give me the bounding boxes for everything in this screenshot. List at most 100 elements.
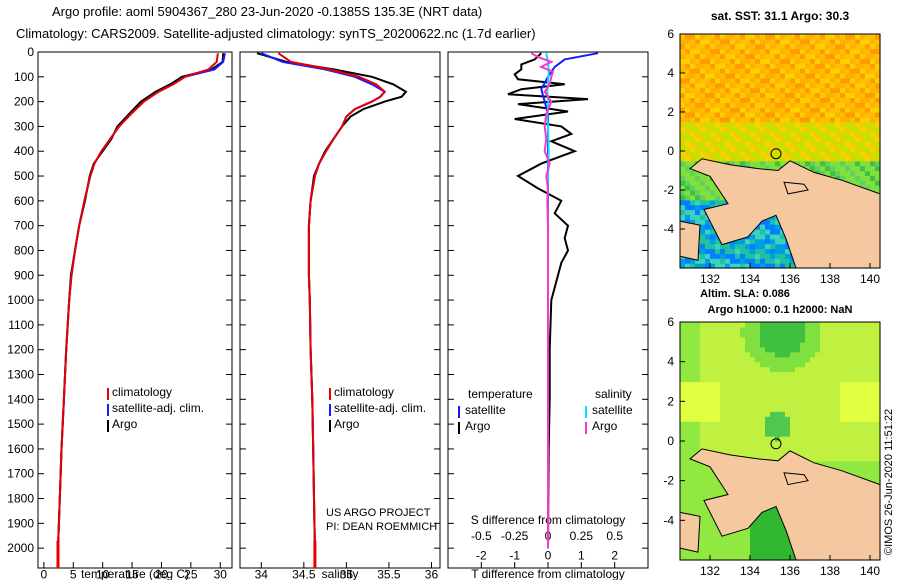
map-cell xyxy=(700,470,706,477)
map-cell xyxy=(770,258,776,264)
map-cell xyxy=(820,371,826,378)
map-cell xyxy=(860,445,866,452)
map-cell xyxy=(705,136,711,142)
map-cell xyxy=(845,121,851,128)
map-cell xyxy=(690,73,696,79)
map-cell xyxy=(815,43,821,50)
map-cell xyxy=(775,545,781,551)
map-cell xyxy=(745,238,751,245)
map-cell xyxy=(755,97,761,103)
map-cell xyxy=(715,490,721,497)
legend-label: satellite xyxy=(592,403,633,417)
series-line xyxy=(57,53,219,549)
map-cell xyxy=(870,131,876,137)
map-cell xyxy=(690,426,696,432)
map-cell xyxy=(755,263,761,269)
map-cell xyxy=(795,141,801,147)
map-cell xyxy=(705,194,711,201)
map-y-tick-label: 4 xyxy=(667,66,674,80)
map-cell xyxy=(800,361,806,368)
map-cell xyxy=(685,361,691,368)
map-cell xyxy=(710,436,716,442)
map-cell xyxy=(840,455,846,462)
map-cell xyxy=(755,238,761,245)
map-cell xyxy=(870,445,876,452)
map-cell xyxy=(710,229,716,235)
map-cell xyxy=(735,87,741,94)
map-cell xyxy=(755,112,761,118)
map-cell xyxy=(865,322,871,328)
map-cell xyxy=(845,421,851,427)
map-cell xyxy=(735,445,741,452)
map-cell xyxy=(870,421,876,427)
map-cell xyxy=(710,416,716,422)
map-cell xyxy=(865,170,871,176)
map-cell xyxy=(685,436,691,442)
map-cell xyxy=(730,431,736,437)
map-cell xyxy=(720,421,726,427)
map-cell xyxy=(695,38,701,45)
map-cell xyxy=(710,92,716,98)
map-cell xyxy=(720,550,726,556)
map-cell xyxy=(760,421,766,427)
map-cell xyxy=(720,43,726,50)
map-cell xyxy=(680,555,686,561)
y-tick-label: 200 xyxy=(14,95,34,109)
x-axis-label: salinity xyxy=(322,567,359,580)
map-cell xyxy=(750,233,756,240)
map-cell xyxy=(820,151,826,157)
map-cell xyxy=(785,48,791,55)
map-cell xyxy=(865,341,871,348)
map-cell xyxy=(725,341,731,348)
map-cell xyxy=(815,421,821,427)
map-cell xyxy=(680,331,686,338)
map-cell xyxy=(775,391,781,397)
map-cell xyxy=(730,112,736,118)
map-cell xyxy=(720,151,726,157)
map-cell xyxy=(735,243,741,250)
map-cell xyxy=(740,396,746,402)
map-cell xyxy=(830,396,836,402)
map-cell xyxy=(705,190,711,196)
map-cell xyxy=(765,411,771,417)
map-cell xyxy=(695,204,701,211)
map-cell xyxy=(810,160,816,167)
map-cell xyxy=(715,356,721,363)
map-cell xyxy=(855,431,861,437)
map-cell xyxy=(830,170,836,176)
map-cell xyxy=(805,121,811,128)
map-cell xyxy=(695,180,701,186)
map-cell xyxy=(705,53,711,59)
map-cell xyxy=(770,441,776,447)
map-cell xyxy=(730,550,736,556)
map-cell xyxy=(715,253,721,259)
map-cell xyxy=(750,151,756,157)
map-cell xyxy=(870,121,876,128)
map-cell xyxy=(680,73,686,79)
map-cell xyxy=(685,391,691,397)
map-cell xyxy=(780,341,786,348)
map-cell xyxy=(810,68,816,74)
map-cell xyxy=(870,475,876,482)
argo-position-marker xyxy=(770,148,782,160)
map-cell xyxy=(700,376,706,383)
map-cell xyxy=(870,371,876,378)
map-cell xyxy=(740,540,746,546)
map-cell xyxy=(680,112,686,118)
map-cell xyxy=(780,391,786,397)
map-cell xyxy=(840,102,846,108)
map-cell xyxy=(710,431,716,437)
map-cell xyxy=(740,371,746,378)
map-cell xyxy=(755,146,761,152)
map-cell xyxy=(680,160,686,167)
map-cell xyxy=(850,38,856,45)
map-cell xyxy=(845,351,851,358)
map-cell xyxy=(785,386,791,393)
map-cell xyxy=(690,475,696,482)
map-cell xyxy=(715,406,721,412)
map-cell xyxy=(760,102,766,108)
map-cell xyxy=(825,441,831,447)
map-cell xyxy=(805,102,811,108)
map-cell xyxy=(715,48,721,55)
map-cell xyxy=(800,351,806,358)
